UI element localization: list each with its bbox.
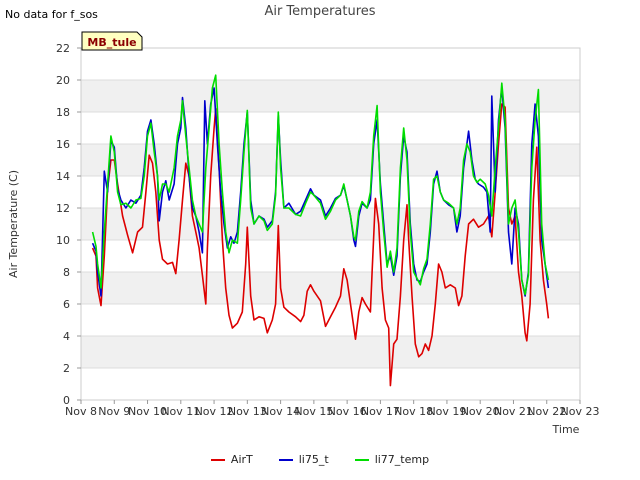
- y-tick-label: 14: [56, 170, 70, 183]
- legend-label-li77: li77_temp: [374, 453, 430, 466]
- x-tick-label: Nov 18: [394, 405, 433, 418]
- series-lines: [91, 74, 550, 387]
- legend-item-li75: li75_t: [278, 453, 329, 466]
- y-tick-label: 20: [56, 74, 70, 87]
- grid-bands: [81, 80, 580, 368]
- y-tick-label: 10: [56, 234, 70, 247]
- grid-band: [81, 336, 580, 368]
- x-tick-label: Nov 12: [195, 405, 234, 418]
- grid-band: [81, 208, 580, 240]
- y-tick-label: 8: [63, 266, 70, 279]
- badge-label: MB_tule: [87, 36, 136, 49]
- x-tick-label: Nov 15: [294, 405, 333, 418]
- legend-label-airt: AirT: [230, 453, 253, 466]
- y-tick-label: 16: [56, 138, 70, 151]
- legend-swatch-li75: [278, 458, 293, 461]
- series-line-li77-temp: [91, 74, 550, 296]
- x-tick-label: Nov 23: [561, 405, 600, 418]
- legend-swatch-li77: [354, 458, 369, 461]
- x-tick-label: Nov 19: [427, 405, 466, 418]
- y-tick-label: 22: [56, 42, 70, 55]
- legend-label-li75: li75_t: [298, 453, 329, 466]
- y-tick-label: 18: [56, 106, 70, 119]
- y-axis-label: Air Temperature (C): [7, 170, 20, 278]
- legend-item-li77: li77_temp: [354, 453, 430, 466]
- x-tick-label: Nov 20: [461, 405, 500, 418]
- x-tick-label: Nov 13: [228, 405, 267, 418]
- legend: AirT li75_t li77_temp: [0, 453, 640, 466]
- grid-band: [81, 80, 580, 112]
- x-tick-label: Nov 21: [494, 405, 533, 418]
- series-line-airt: [91, 103, 550, 387]
- x-tick-label: Nov 14: [261, 405, 300, 418]
- no-data-note: No data for f_sos: [5, 8, 98, 21]
- legend-item-airt: AirT: [210, 453, 253, 466]
- y-tick-label: 0: [63, 394, 70, 407]
- plot-frame: [80, 47, 581, 401]
- y-tick-label: 4: [63, 330, 70, 343]
- y-axis-ticks: 0 2 4 6 8 10 12 14 16 18 20 22: [56, 42, 81, 407]
- badge-box: [81, 31, 143, 51]
- x-tick-label: Nov 16: [328, 405, 367, 418]
- station-badge: MB_tule: [81, 31, 143, 51]
- legend-swatch-airt: [210, 458, 225, 461]
- x-tick-label: Nov 17: [361, 405, 400, 418]
- grid-band: [81, 272, 580, 304]
- y-tick-label: 12: [56, 202, 70, 215]
- x-tick-label: Nov 8: [65, 405, 97, 418]
- x-tick-label: Nov 10: [128, 405, 167, 418]
- y-tick-label: 2: [63, 362, 70, 375]
- x-tick-label: Nov 9: [98, 405, 130, 418]
- chart-title: Air Temperatures: [264, 4, 376, 19]
- x-tick-label: Nov 22: [527, 405, 566, 418]
- x-tick-label: Nov 11: [161, 405, 200, 418]
- x-axis-label: Time: [552, 423, 580, 436]
- y-tick-label: 6: [63, 298, 70, 311]
